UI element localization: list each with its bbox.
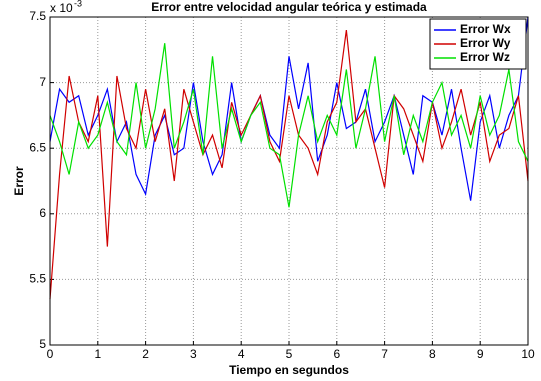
legend-label: Error Wx: [460, 22, 511, 36]
x-tick-label: 7: [381, 347, 388, 361]
y-tick-label: 5.5: [29, 272, 46, 286]
y-tick-label: 6: [39, 206, 46, 220]
chart-title: Error entre velocidad angular teórica y …: [151, 0, 427, 14]
x-tick-label: 8: [429, 347, 436, 361]
y-tick-label: 5: [39, 337, 46, 351]
y-scale-base: x 10: [50, 1, 73, 15]
y-tick-label: 7.5: [29, 9, 46, 23]
x-tick-label: 5: [286, 347, 293, 361]
x-tick-label: 4: [238, 347, 245, 361]
y-tick-label: 6.5: [29, 140, 46, 154]
series-line: [49, 43, 529, 208]
x-tick-label: 2: [142, 347, 149, 361]
y-axis-label: Error: [12, 166, 26, 196]
legend-label: Error Wy: [460, 36, 511, 50]
x-tick-label: 10: [521, 347, 535, 361]
x-tick-label: 3: [190, 347, 197, 361]
x-axis-label: Tiempo en segundos: [229, 363, 349, 377]
x-tick-label: 9: [477, 347, 484, 361]
x-tick-label: 6: [333, 347, 340, 361]
y-tick-label: 7: [39, 75, 46, 89]
legend-label: Error Wz: [460, 50, 510, 64]
x-tick-label: 1: [94, 347, 101, 361]
x-tick-label: 0: [47, 347, 54, 361]
axes-box: [49, 16, 529, 346]
series-line: [49, 16, 529, 201]
y-scale-exponent: -3: [74, 0, 82, 8]
